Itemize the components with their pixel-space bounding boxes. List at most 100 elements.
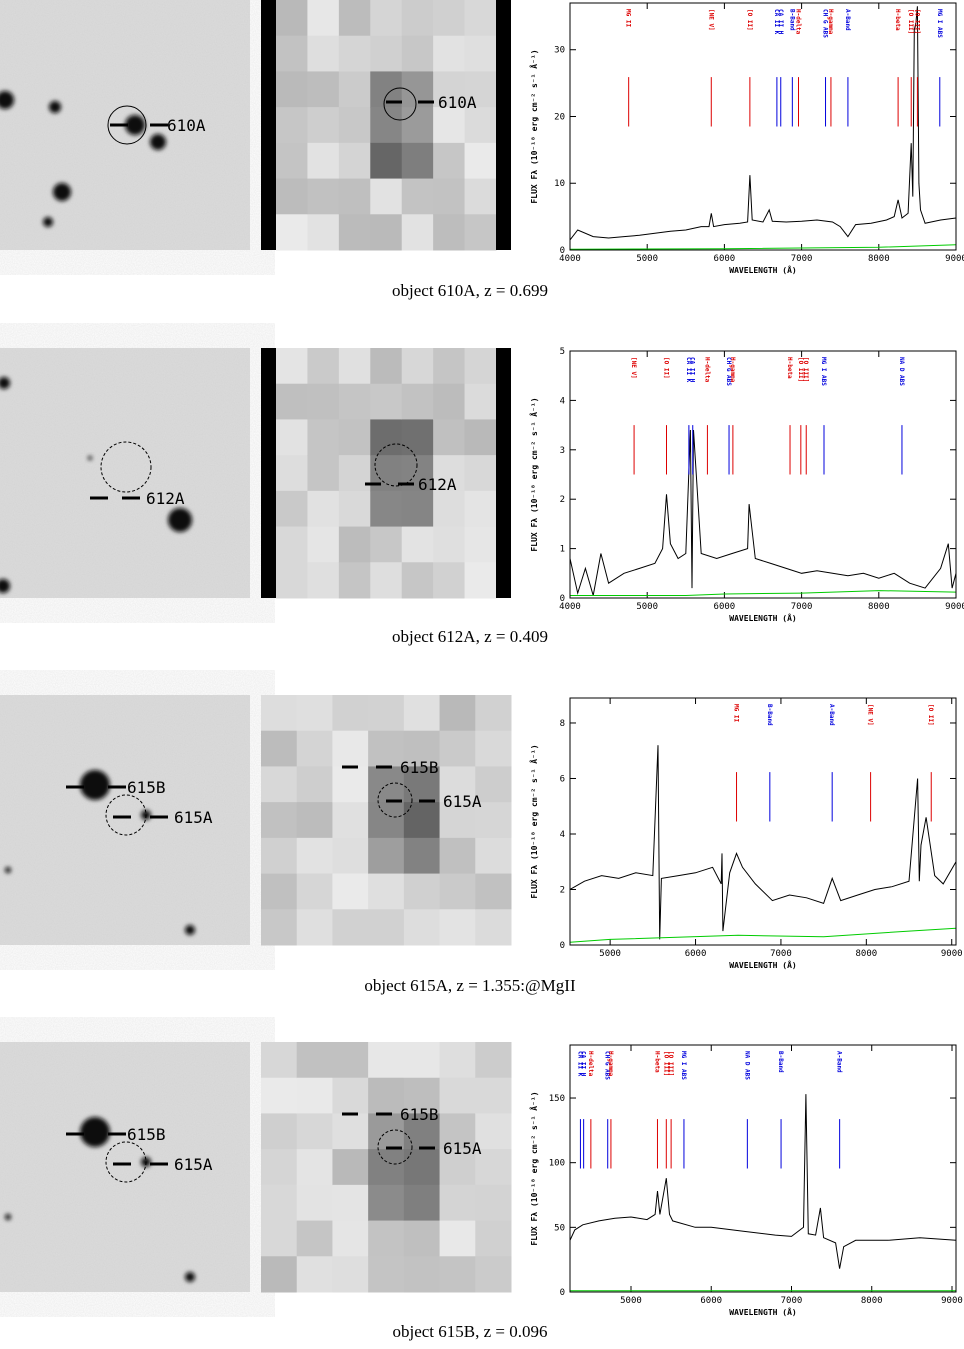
pixel: [464, 142, 497, 180]
aperture: [100, 441, 152, 493]
pixel: [403, 730, 441, 767]
line-marker-label: [O III]: [797, 357, 804, 382]
pixel: [370, 35, 403, 72]
pixel: [307, 526, 340, 563]
pixel: [403, 802, 441, 839]
pixel: [439, 802, 476, 839]
sky-image: 615B 615A: [0, 1042, 250, 1292]
pixel: [338, 142, 371, 180]
pixel: [464, 562, 497, 599]
pixel: [370, 178, 403, 215]
y-tick-label: 0: [560, 941, 565, 951]
sky-image: 612A: [0, 348, 250, 598]
plot-frame: [569, 2, 957, 251]
pixel: [261, 802, 298, 839]
x-axis-label: WAVELENGTH (Å): [729, 960, 796, 970]
spectrum-chart: 5000 6000 7000 8000 9000 0 50 100 150 WAVELENGTH …: [529, 1044, 963, 1317]
line-marker-label: [O III]: [802, 357, 809, 382]
pixel: [433, 71, 466, 108]
pixel: [307, 562, 340, 599]
pixel: [296, 837, 333, 875]
star: [80, 770, 110, 800]
image-noise: [0, 1042, 250, 1292]
line-marker-label: [O II]: [663, 357, 670, 379]
pixel: [439, 1042, 476, 1079]
pixel: [475, 1220, 512, 1257]
pixel: [276, 214, 308, 251]
pixel: [401, 107, 434, 144]
y-tick-label: 2: [560, 885, 565, 895]
y-tick-label: 0: [560, 594, 565, 604]
pixel: [307, 490, 340, 528]
pixel: [307, 71, 340, 108]
x-tick-label: 7000: [791, 602, 813, 612]
edge: [261, 348, 276, 598]
pixel: [296, 1077, 333, 1114]
pixel: [338, 348, 371, 385]
pixel: [475, 730, 512, 767]
pixel: [261, 1149, 298, 1186]
pixel: [332, 1042, 369, 1079]
pixel: [439, 730, 476, 767]
pixel: [370, 214, 403, 251]
pixel: [332, 1077, 369, 1114]
spectrum-line: [570, 745, 956, 940]
pixel: [296, 695, 333, 732]
pixel: [368, 802, 405, 839]
pixel: [401, 35, 434, 72]
line-marker-label: [NE V]: [707, 9, 714, 31]
pixel: [261, 1077, 298, 1114]
object-label: 615B: [400, 758, 439, 777]
pixel: [276, 455, 308, 492]
pixel: [368, 1184, 405, 1222]
pixel: [433, 383, 466, 420]
star: [80, 1117, 110, 1147]
pixel: [403, 766, 441, 803]
pixel: [368, 1113, 405, 1150]
pixel: [464, 71, 497, 108]
pixel: [439, 1149, 476, 1186]
aperture: [107, 105, 147, 145]
y-tick-label: 100: [549, 1159, 565, 1169]
pixel: [439, 1256, 476, 1293]
pixel: [403, 909, 441, 946]
line-marker-label: H-beta: [653, 1051, 660, 1073]
object-label: 615B: [127, 778, 166, 797]
line-marker-label: CH G ABS: [604, 1051, 611, 1080]
x-tick-label: 9000: [945, 602, 964, 612]
object-label: 610A: [167, 116, 206, 135]
pixel: [370, 107, 403, 144]
star: [53, 183, 71, 201]
star: [125, 115, 145, 135]
line-marker-label: B-Band: [766, 704, 773, 726]
pixel: [296, 909, 333, 946]
pixel: [296, 1184, 333, 1222]
star: [185, 925, 195, 935]
pixel: [332, 837, 369, 875]
star: [0, 377, 10, 389]
pixel: [296, 1042, 333, 1079]
pixel: [401, 383, 434, 420]
pixel: [368, 766, 405, 803]
y-tick-label: 1: [560, 545, 565, 555]
pixel: [439, 1113, 476, 1150]
line-marker-label: CA II H: [777, 9, 784, 35]
pixel: [307, 214, 340, 251]
pixel: [475, 1113, 512, 1150]
pixel: [296, 1149, 333, 1186]
pixel: [368, 837, 405, 875]
object-label: 615A: [443, 1139, 482, 1158]
pixel: [296, 802, 333, 839]
pixel: [401, 178, 434, 215]
pixel: [368, 873, 405, 910]
pixel: [475, 802, 512, 839]
y-tick-label: 20: [554, 112, 565, 122]
pixel: [338, 71, 371, 108]
pixel: [307, 455, 340, 492]
aperture: [377, 782, 413, 818]
star: [5, 867, 11, 873]
spectrum-line: [570, 1094, 956, 1269]
pixel: [370, 348, 403, 385]
pixel: [307, 35, 340, 72]
